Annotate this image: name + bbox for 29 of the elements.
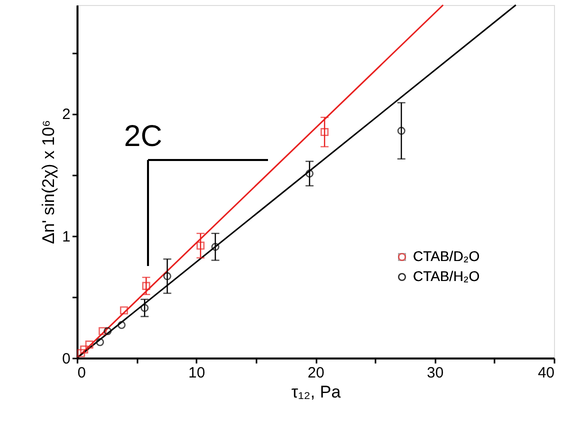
point bbox=[142, 282, 150, 290]
point bbox=[85, 340, 94, 349]
y-tick-label: 0 bbox=[62, 350, 70, 368]
y-tick-label: 2 bbox=[62, 106, 70, 124]
point bbox=[397, 126, 406, 135]
point bbox=[118, 321, 126, 330]
annotation: 2C bbox=[124, 120, 162, 153]
x-tick-label: 0 bbox=[78, 364, 86, 382]
y-axis-title: Δn' sin(2χ) x 10⁶ bbox=[39, 120, 58, 244]
point bbox=[163, 272, 172, 280]
legend-label: CTAB/D₂O bbox=[413, 248, 480, 264]
x-axis-title: τ₁₂, Pa bbox=[291, 382, 342, 402]
point bbox=[96, 338, 104, 346]
point bbox=[211, 242, 220, 251]
point bbox=[98, 327, 107, 336]
x-tick-label: 10 bbox=[188, 364, 206, 382]
point bbox=[77, 349, 86, 358]
legend-label: CTAB/H₂O bbox=[413, 268, 480, 284]
point bbox=[120, 306, 128, 314]
point bbox=[306, 170, 314, 178]
point bbox=[140, 304, 149, 312]
x-tick-label: 20 bbox=[308, 364, 324, 382]
x-tick-label: 40 bbox=[538, 364, 554, 382]
x-tick-label: 30 bbox=[426, 364, 444, 382]
point bbox=[80, 345, 88, 354]
point bbox=[196, 242, 205, 250]
y-tick-label: 1 bbox=[62, 228, 70, 246]
point bbox=[104, 327, 112, 336]
point bbox=[320, 128, 329, 136]
